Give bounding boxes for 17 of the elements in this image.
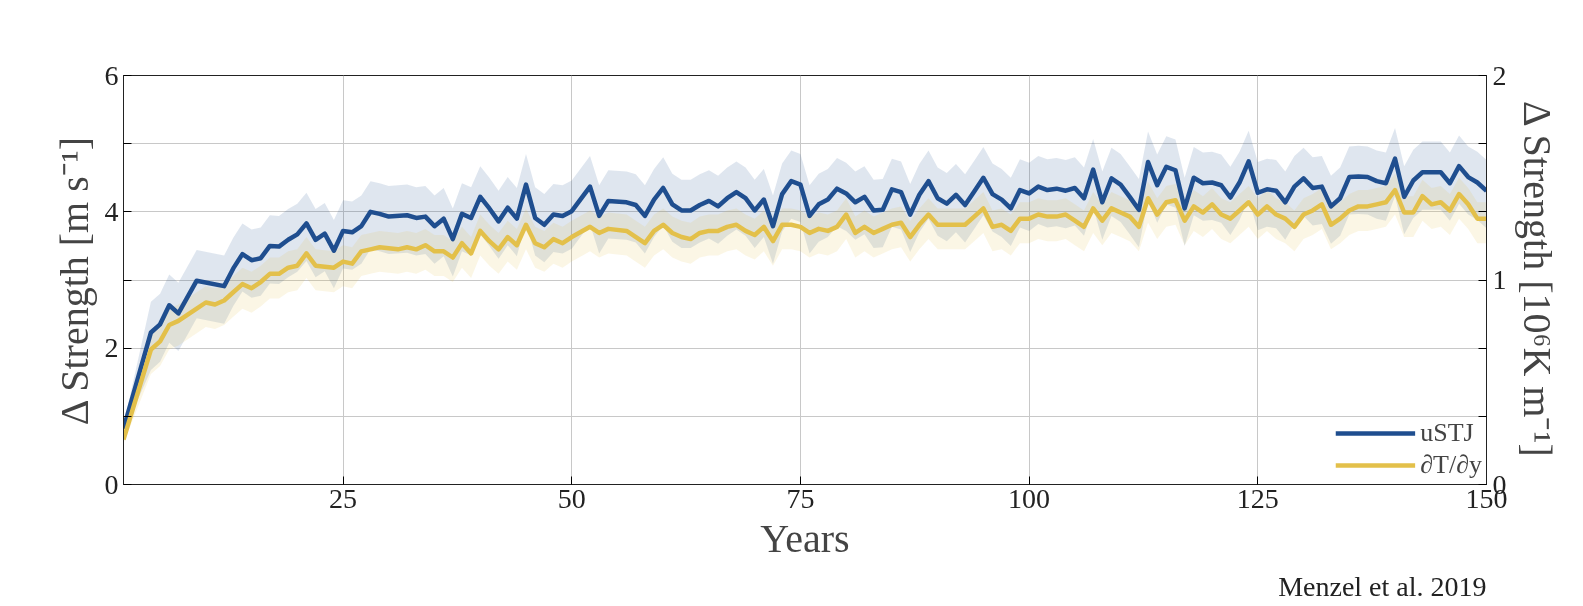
y-tick-label: 0 (104, 468, 119, 500)
x-tick-label: 100 (1008, 482, 1051, 514)
legend-label: uSTJ (1420, 418, 1474, 448)
y2-axis-title: Δ Strength [10⁶K m⁻¹] (1514, 101, 1560, 457)
y-tick-label: 6 (104, 59, 119, 91)
y2-tick-label: 2 (1492, 59, 1507, 91)
text: Menzel et al. 2019 (1278, 570, 1487, 602)
x-axis-title: Years (760, 515, 850, 561)
legend-label: ∂T/∂y (1420, 450, 1482, 480)
x-tick-label: 75 (786, 482, 815, 514)
x-tick-label: 125 (1236, 482, 1279, 514)
x-tick-label: 50 (557, 482, 586, 514)
y2-tick-label: 1 (1492, 264, 1507, 295)
y-tick-label: 4 (104, 195, 119, 227)
y-axis-title: Δ Strength [m s⁻¹] (51, 136, 97, 426)
x-tick-label: 25 (329, 482, 358, 514)
y-tick-label: 2 (104, 332, 119, 364)
